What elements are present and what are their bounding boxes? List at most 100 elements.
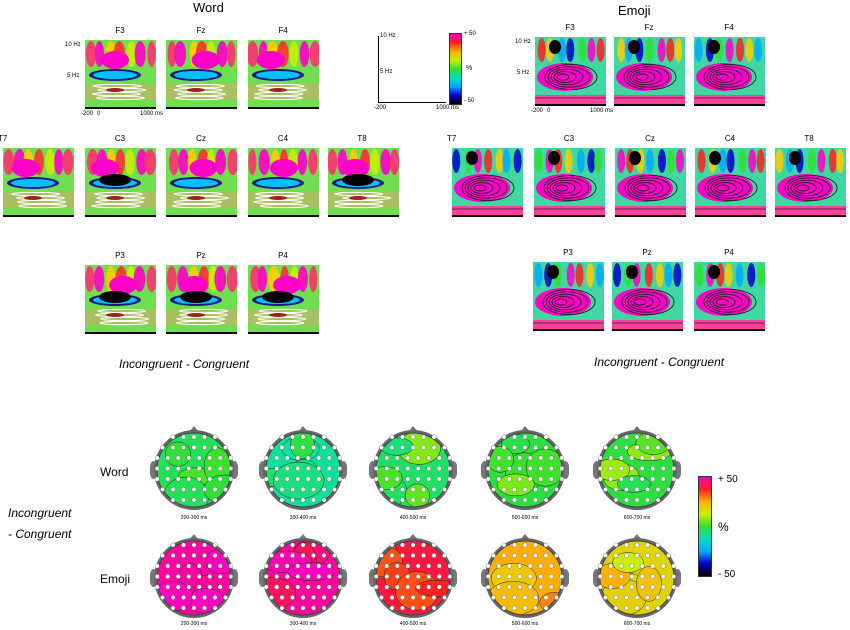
tf-map-graphic bbox=[694, 37, 765, 104]
tf-map bbox=[614, 37, 685, 106]
time-window-label: 200-300 ms bbox=[180, 515, 208, 521]
channel-label: Cz bbox=[645, 134, 655, 143]
axis-x-zero: 0 bbox=[97, 111, 101, 117]
channel-label: F3 bbox=[565, 23, 575, 32]
channel-label: C3 bbox=[114, 134, 126, 143]
tf-map-graphic bbox=[85, 148, 156, 215]
axis-y-low: 5 Hz bbox=[67, 73, 80, 79]
tf-map bbox=[85, 148, 156, 217]
tf-map bbox=[166, 148, 237, 217]
emoji-title: Emoji bbox=[618, 3, 651, 18]
channel-label: P3 bbox=[563, 248, 573, 257]
legend-axis-y-line bbox=[378, 36, 379, 102]
time-window-label: 600-700 ms bbox=[623, 515, 651, 521]
axis-x-start: -200 bbox=[531, 108, 544, 114]
topomap-graphic bbox=[368, 534, 458, 618]
time-window-label: 400-500 ms bbox=[399, 621, 427, 627]
channel-label: T7 bbox=[447, 134, 457, 143]
topomap bbox=[592, 533, 682, 619]
time-window-label: 400-500 ms bbox=[399, 515, 427, 521]
topomap-graphic bbox=[480, 426, 570, 510]
topomap-graphic bbox=[480, 534, 570, 618]
top-colorbar-min: - 50 bbox=[464, 98, 475, 104]
axis-y-low: 5 Hz bbox=[517, 70, 530, 76]
topo-colorbar bbox=[698, 476, 712, 577]
topomap-graphic bbox=[149, 426, 239, 510]
word-title: Word bbox=[193, 0, 224, 15]
channel-label: F3 bbox=[115, 26, 125, 35]
axis-x-zero: 0 bbox=[547, 108, 551, 114]
topomap bbox=[592, 425, 682, 511]
tf-map bbox=[3, 148, 74, 217]
topo-colorbar-max: + 50 bbox=[718, 474, 738, 485]
tf-map bbox=[534, 148, 605, 217]
channel-label: Fz bbox=[196, 26, 206, 35]
tf-map-graphic bbox=[615, 148, 686, 215]
axis-x-end: 1000 ms bbox=[590, 108, 614, 114]
channel-label: T8 bbox=[804, 134, 814, 143]
topo-row-label-word: Word bbox=[100, 465, 129, 479]
top-colorbar-max: + 50 bbox=[464, 31, 476, 37]
tf-map bbox=[775, 148, 846, 217]
top-colorbar-unit: % bbox=[466, 65, 473, 72]
channel-label: Fz bbox=[644, 23, 654, 32]
topomap-graphic bbox=[592, 426, 682, 510]
tf-map-graphic bbox=[694, 262, 765, 329]
tf-map-graphic bbox=[248, 40, 319, 107]
topomap bbox=[258, 425, 348, 511]
axis-x-end: 1000 ms bbox=[140, 111, 164, 117]
topomap bbox=[368, 533, 458, 619]
time-window-label: 300-400 ms bbox=[289, 515, 317, 521]
topo-colorbar-unit: % bbox=[718, 520, 729, 534]
topo-colorbar-min: - 50 bbox=[718, 569, 736, 580]
legend-axis-y-low: 5 Hz bbox=[380, 69, 393, 75]
tf-map-graphic bbox=[695, 148, 766, 215]
tf-map-graphic bbox=[534, 148, 605, 215]
tf-map-graphic bbox=[612, 262, 683, 329]
tf-map bbox=[166, 40, 237, 109]
topomap-graphic bbox=[592, 534, 682, 618]
legend-axis-y-high: 10 Hz bbox=[380, 33, 396, 39]
axis-y-high: 10 Hz bbox=[65, 42, 81, 48]
time-window-label: 600-700 ms bbox=[623, 621, 651, 627]
channel-label: P3 bbox=[115, 251, 125, 260]
topomap-graphic bbox=[368, 426, 458, 510]
topomap bbox=[480, 533, 570, 619]
tf-map bbox=[694, 37, 765, 106]
channel-label: Cz bbox=[196, 134, 206, 143]
time-window-label: 500-600 ms bbox=[511, 515, 539, 521]
tf-map bbox=[85, 40, 156, 109]
tf-map bbox=[328, 148, 399, 217]
topomap bbox=[480, 425, 570, 511]
tf-map bbox=[85, 265, 156, 334]
tf-map-graphic bbox=[452, 148, 523, 215]
channel-label: Pz bbox=[642, 248, 652, 257]
tf-map bbox=[452, 148, 523, 217]
tf-map-graphic bbox=[248, 265, 319, 332]
tf-map bbox=[612, 262, 683, 331]
channel-label: F4 bbox=[278, 26, 288, 35]
tf-map-graphic bbox=[166, 40, 237, 107]
tf-map bbox=[535, 37, 606, 106]
tf-map bbox=[166, 265, 237, 334]
tf-map bbox=[694, 262, 765, 331]
channel-label: F4 bbox=[724, 23, 734, 32]
channel-label: P4 bbox=[724, 248, 734, 257]
legend-axis-x-end: 1000 ms bbox=[436, 105, 460, 111]
channel-label: P4 bbox=[278, 251, 288, 260]
channel-label: C3 bbox=[563, 134, 575, 143]
topo-side-label-1: Incongruent bbox=[8, 506, 72, 520]
tf-map bbox=[248, 265, 319, 334]
time-window-label: 200-300 ms bbox=[180, 621, 208, 627]
tf-map-graphic bbox=[328, 148, 399, 215]
topomap bbox=[368, 425, 458, 511]
tf-map bbox=[248, 148, 319, 217]
channel-label: C4 bbox=[277, 134, 289, 143]
tf-map bbox=[533, 262, 604, 331]
channel-label: C4 bbox=[724, 134, 736, 143]
tf-map-graphic bbox=[775, 148, 846, 215]
time-window-label: 300-400 ms bbox=[289, 621, 317, 627]
time-window-label: 500-600 ms bbox=[511, 621, 539, 627]
axis-x-start: -200 bbox=[81, 111, 94, 117]
tf-map-graphic bbox=[614, 37, 685, 104]
